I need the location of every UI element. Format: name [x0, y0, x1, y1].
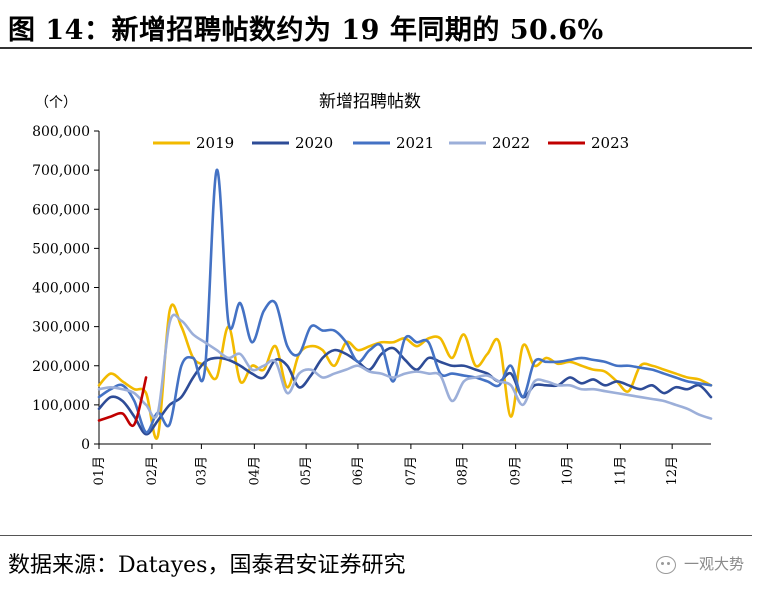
source-rule — [0, 535, 752, 536]
unit-label: （个） — [35, 95, 77, 111]
x-tick-label: 04月 — [247, 456, 262, 486]
series-line-2020 — [97, 346, 713, 436]
wechat-icon — [655, 555, 676, 574]
watermark: 一观大势 — [655, 553, 744, 574]
y-tick-label: 700,000 — [32, 163, 90, 179]
legend-label-2020: 2020 — [295, 134, 333, 152]
y-tick-label: 300,000 — [32, 320, 90, 336]
source-note: 数据来源：Datayes，国泰君安证券研究 — [8, 553, 406, 578]
x-tick-label: 10月 — [560, 456, 575, 486]
x-tick-label: 08月 — [456, 456, 471, 486]
x-tick-label: 06月 — [351, 456, 366, 486]
plot-series — [97, 168, 713, 440]
x-tick-label: 07月 — [404, 456, 419, 486]
series-line-2023 — [97, 376, 148, 428]
legend-label-2019: 2019 — [196, 134, 234, 152]
x-tick-label: 12月 — [665, 456, 680, 486]
legend-label-2023: 2023 — [591, 134, 629, 152]
y-tick-label: 100,000 — [32, 398, 90, 414]
x-tick-label: 05月 — [299, 456, 314, 486]
chart-legend: 2019 2020 2021 2022 2023 — [153, 134, 629, 152]
legend-label-2021: 2021 — [396, 134, 434, 152]
figure-title: 图 14：新增招聘帖数约为 19 年同期的 50.6% — [8, 15, 604, 46]
chart: 0 100,000 200,000 300,000 400,000 500,000 600,… — [32, 92, 713, 486]
y-tick-label: 800,000 — [32, 124, 90, 140]
y-tick-label: 500,000 — [32, 241, 90, 257]
series-line-2022 — [97, 313, 713, 420]
chart-title: 新增招聘帖数 — [319, 92, 421, 112]
y-tick-label: 400,000 — [32, 281, 90, 297]
y-tick-label: 200,000 — [32, 359, 90, 375]
legend-label-2022: 2022 — [492, 134, 530, 152]
watermark-text: 一观大势 — [683, 555, 744, 573]
title-rule — [0, 47, 752, 49]
x-tick-label: 02月 — [145, 456, 160, 486]
series-line-2019 — [97, 303, 713, 440]
y-tick-label: 0 — [81, 437, 90, 453]
x-tick-label: 01月 — [92, 456, 107, 486]
x-tick-label: 11月 — [613, 456, 628, 486]
y-tick-label: 600,000 — [32, 202, 90, 218]
x-tick-label: 09月 — [509, 456, 524, 486]
x-tick-label: 03月 — [194, 456, 209, 486]
plot-axes: 0 100,000 200,000 300,000 400,000 500,000 600,… — [32, 124, 711, 486]
